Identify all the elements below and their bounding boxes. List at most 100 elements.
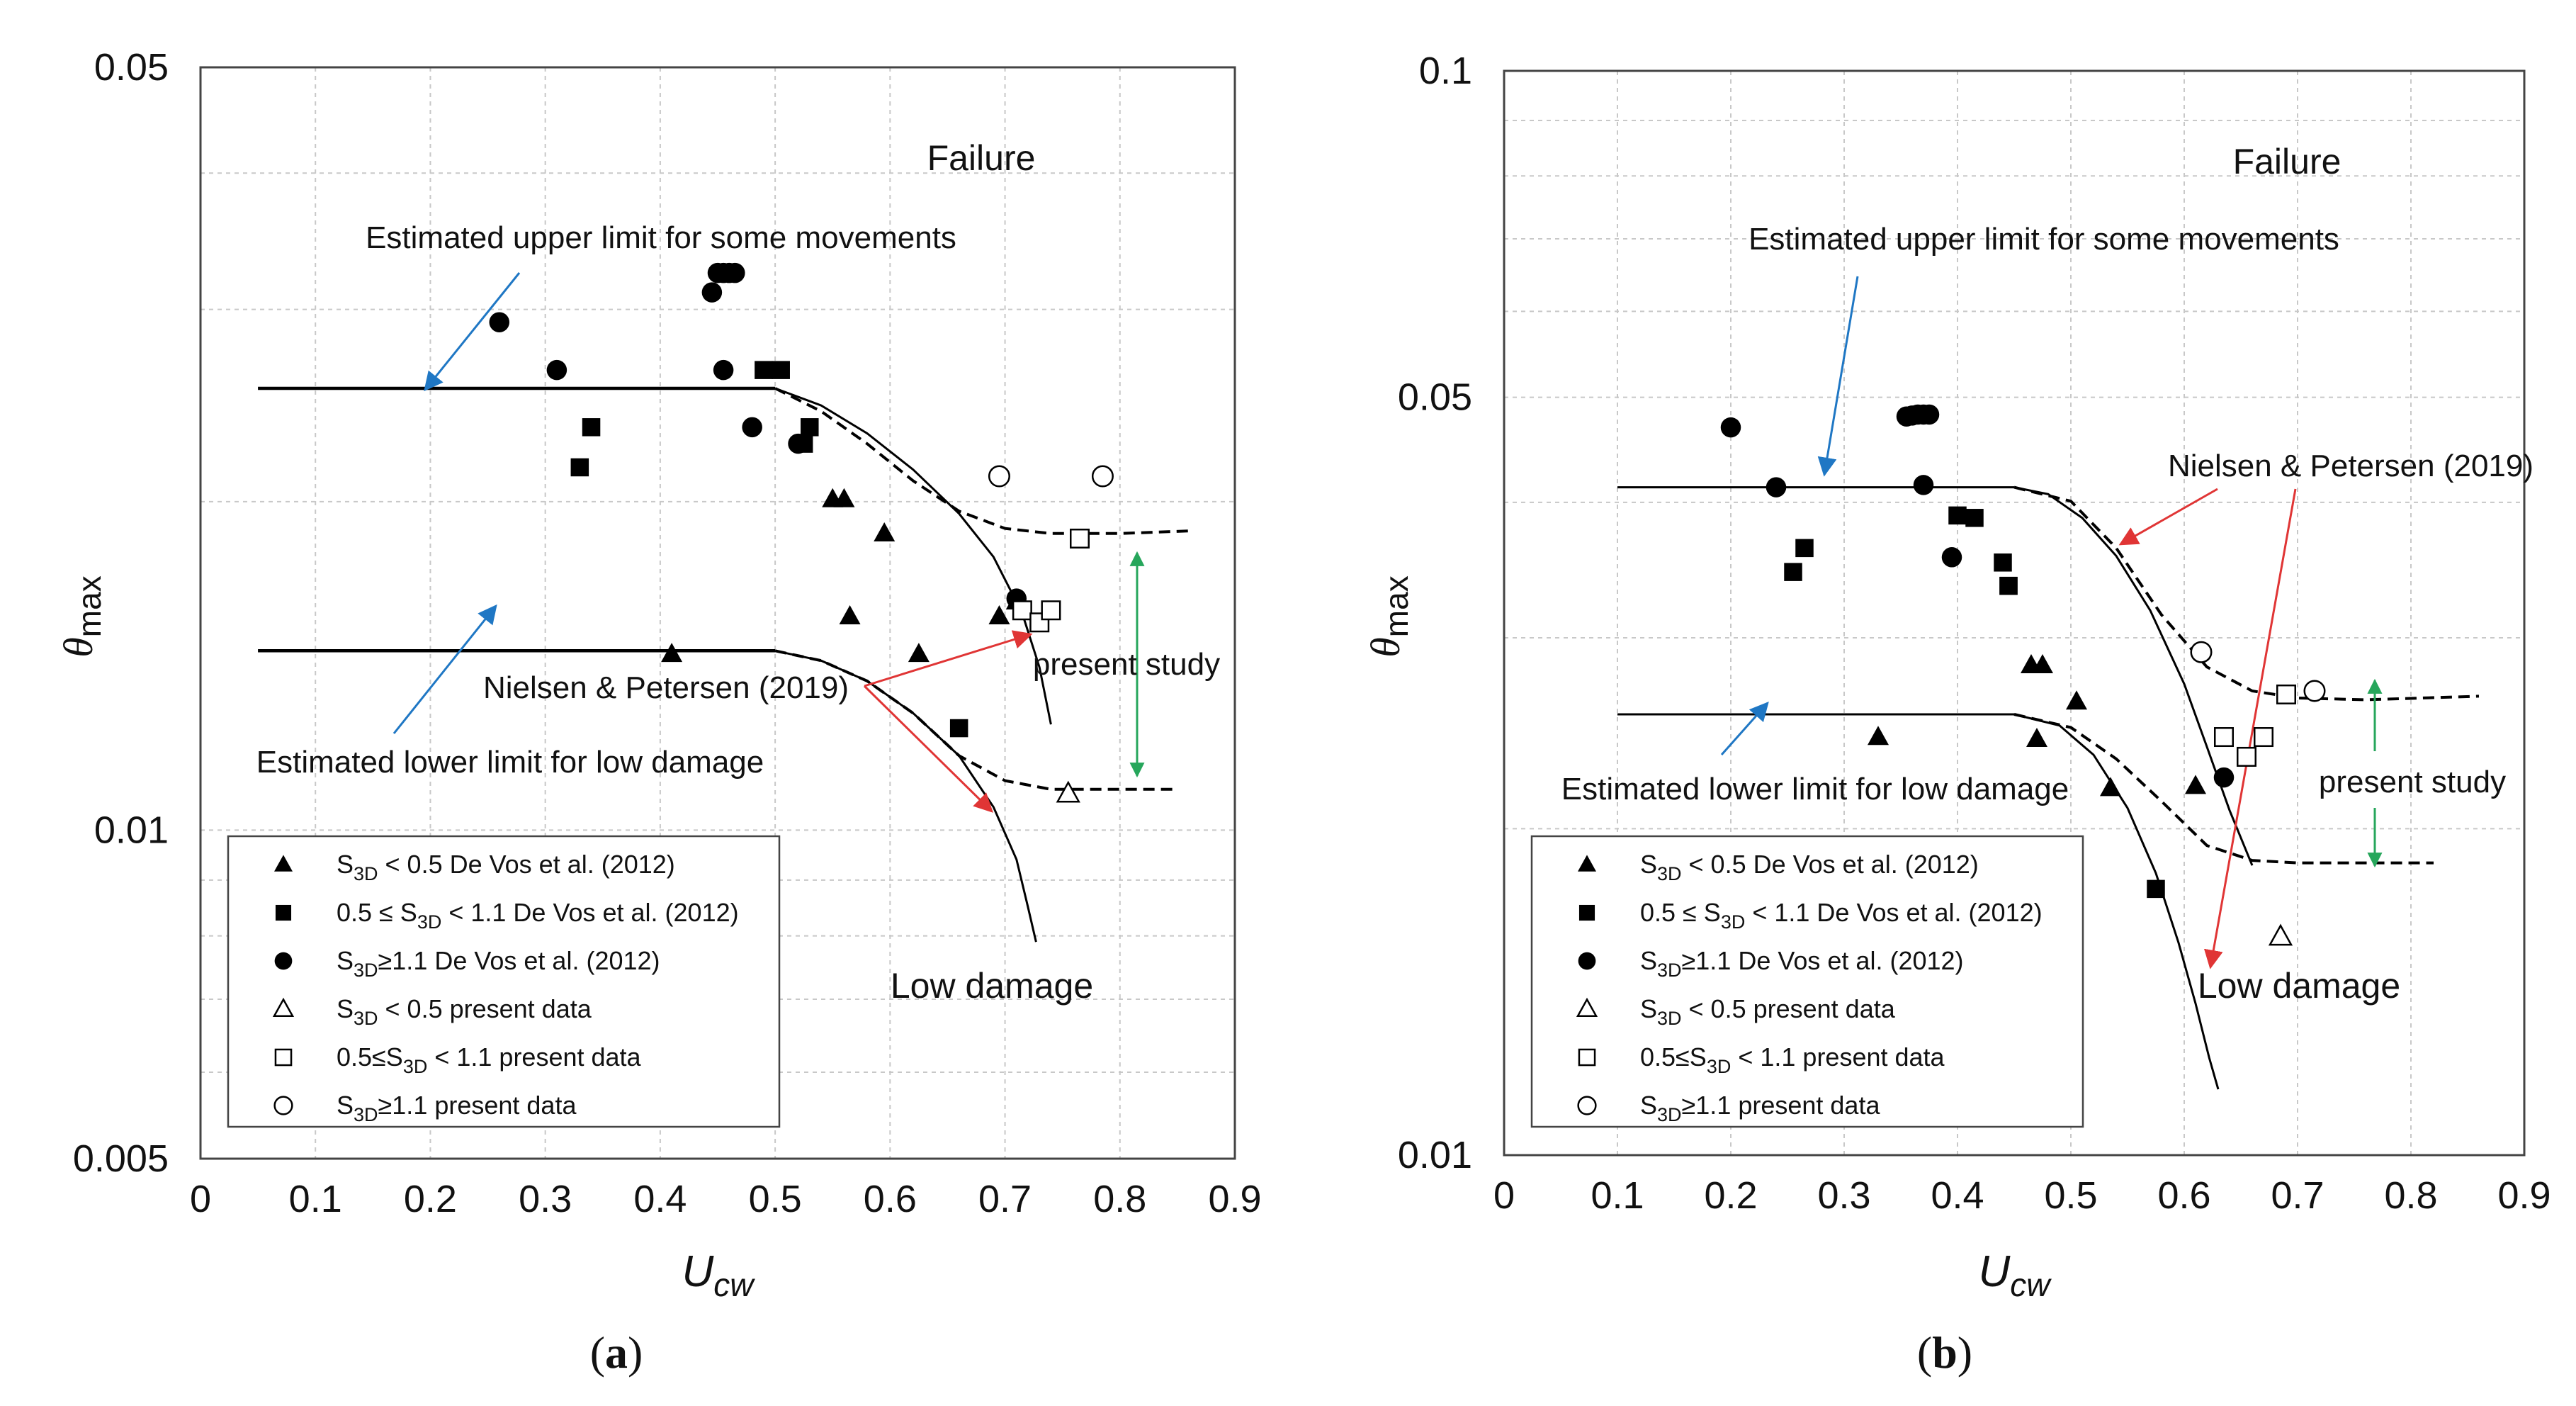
lower-limit-arrow — [392, 604, 497, 734]
legend-marker-triangle-open — [272, 997, 295, 1017]
legend-label: 0.5≤S3D < 1.1 present data — [337, 1042, 642, 1077]
legend-label: S3D≥1.1 present data — [337, 1091, 577, 1125]
data-point-square-filled — [1999, 576, 2018, 595]
x-tick-label: 0.6 — [2157, 1174, 2210, 1217]
legend-marker-triangle-filled — [274, 855, 293, 872]
x-tick-label: 0.9 — [1208, 1178, 1261, 1220]
panel-a-ticks: 0 0.1 0.2 0.3 0.4 0.5 0.6 0.7 0.8 0.9 0.005 0.01 0.0… — [73, 46, 1262, 1220]
data-point-triangle-filled — [2185, 775, 2206, 794]
panel-b-ticks: 0 0.1 0.2 0.3 0.4 0.5 0.6 0.7 0.8 0.9 0.01 0.05 0.1 — [1398, 50, 2551, 1217]
panel-a-label: (a) — [590, 1327, 643, 1378]
x-tick-label: 0.2 — [404, 1178, 457, 1220]
data-point-triangle-filled — [908, 643, 930, 663]
x-tick-label: 0.1 — [1591, 1174, 1644, 1217]
x-tick-label: 0 — [1493, 1174, 1515, 1217]
data-point-circle-open — [988, 465, 1010, 488]
data-point-square-open — [2214, 727, 2234, 748]
y-tick-label: 0.05 — [1398, 376, 1472, 419]
legend-marker-square-filled — [1578, 904, 1595, 921]
chart-panel-b: 0 0.1 0.2 0.3 0.4 0.5 0.6 0.7 0.8 0.90.010.050.1 … — [1362, 50, 2551, 1378]
data-point-triangle-filled — [2026, 728, 2047, 748]
legend-marker-circle-open — [273, 1096, 293, 1115]
legend-items: S3D < 0.5 De Vos et al. (2012) 0.5 ≤ S3D … — [272, 850, 739, 1125]
x-tick-label: 0.1 — [289, 1178, 342, 1220]
y-axis-title: θmax — [55, 575, 108, 657]
upper-limit-arrow — [1817, 276, 1859, 477]
lower-limit-label: Estimated lower limit for low damage — [1561, 772, 2069, 806]
data-point-circle-filled — [742, 417, 762, 438]
data-point-square-filled — [1965, 509, 1984, 527]
data-point-circle-filled — [1720, 417, 1741, 438]
x-tick-label: 0.3 — [1817, 1174, 1870, 1217]
nielsen-arrow-lower — [2203, 488, 2297, 969]
panel-b-series — [1720, 404, 2326, 946]
chart-panel-a: 0 0.1 0.2 0.3 0.4 0.5 0.6 0.7 0.8 0.9 0.005 0.01 0.0… — [55, 46, 1262, 1378]
x-tick-label: 0.2 — [1704, 1174, 1757, 1217]
data-point-square-open — [2276, 684, 2296, 704]
data-point-triangle-open — [1056, 780, 1080, 803]
data-point-circle-filled — [2213, 767, 2235, 788]
legend-marker-triangle-open — [1576, 997, 1598, 1017]
legend-label: 0.5≤S3D < 1.1 present data — [1640, 1042, 1945, 1077]
data-point-triangle-filled — [839, 604, 861, 624]
legend-label: S3D < 0.5 present data — [337, 994, 592, 1029]
y-axis-title: θmax — [1362, 575, 1415, 657]
data-point-square-filled — [949, 719, 968, 738]
data-point-square-filled — [1784, 563, 1802, 581]
data-point-circle-filled — [1913, 475, 1934, 495]
data-point-circle-open — [2190, 641, 2213, 663]
panel-a-legend: S3D < 0.5 De Vos et al. (2012) 0.5 ≤ S3D … — [227, 835, 781, 1128]
data-point-circle-filled — [489, 312, 510, 332]
data-point-triangle-filled — [661, 643, 683, 663]
present-study-label: present study — [2319, 765, 2506, 799]
data-point-circle-filled — [546, 359, 567, 381]
curve-dashed — [2013, 713, 2434, 865]
data-point-square-filled — [755, 361, 773, 379]
failure-label: Failure — [2233, 142, 2341, 181]
legend-marker-circle-filled — [274, 952, 293, 970]
y-tick-label: 0.1 — [1419, 50, 1472, 92]
legend-box — [1530, 835, 2084, 1128]
legend-label: S3D < 0.5 De Vos et al. (2012) — [1640, 850, 1979, 884]
data-point-circle-open — [1091, 465, 1114, 488]
x-tick-label: 0.7 — [2271, 1174, 2324, 1217]
x-tick-label: 0.6 — [864, 1178, 917, 1220]
data-point-triangle-open — [2268, 923, 2293, 946]
panel-b-curves — [1617, 485, 2480, 1090]
panel-a-curves — [258, 386, 1190, 943]
low-damage-label: Low damage — [2198, 966, 2400, 1006]
x-axis-title: Ucw — [682, 1247, 755, 1303]
data-point-square-filled — [801, 418, 819, 437]
low-damage-label: Low damage — [891, 966, 1093, 1006]
data-point-square-filled — [2147, 879, 2165, 899]
panel-b-legend: S3D < 0.5 De Vos et al. (2012) 0.5 ≤ S3D … — [1530, 835, 2084, 1128]
data-point-square-filled — [1994, 553, 2012, 572]
nielsen-arrow-lower — [863, 685, 993, 813]
nielsen-arrow-upper — [864, 630, 1033, 687]
data-point-triangle-filled — [2066, 690, 2087, 710]
legend-label: S3D < 0.5 present data — [1640, 994, 1896, 1029]
y-tick-label: 0.05 — [94, 46, 169, 89]
panel-a-plot-frame — [199, 66, 1236, 1160]
y-tick-label: 0.01 — [94, 809, 169, 851]
upper-limit-label: Estimated upper limit for some movements — [366, 220, 956, 255]
lower-limit-label: Estimated lower limit for low damage — [256, 745, 764, 780]
lower-limit-arrow — [1720, 701, 1769, 755]
legend-marker-circle-open — [1577, 1096, 1597, 1115]
data-point-triangle-filled — [988, 604, 1010, 624]
data-point-square-filled — [772, 361, 790, 379]
data-point-triangle-filled — [2100, 777, 2121, 797]
legend-items: S3D < 0.5 De Vos et al. (2012) 0.5 ≤ S3D … — [1576, 850, 2043, 1125]
legend-marker-square-open — [274, 1048, 293, 1067]
data-point-triangle-filled — [2032, 654, 2053, 674]
panel-a-series — [489, 262, 1114, 803]
legend-label: S3D≥1.1 De Vos et al. (2012) — [1640, 946, 1964, 981]
x-tick-label: 0.3 — [519, 1178, 572, 1220]
legend-marker-circle-filled — [1578, 952, 1596, 970]
legend-marker-square-open — [1578, 1048, 1596, 1067]
curve-solid-thin — [2013, 713, 2220, 1090]
legend-label: 0.5 ≤ S3D < 1.1 De Vos et al. (2012) — [337, 898, 739, 933]
x-tick-label: 0.9 — [2497, 1174, 2550, 1217]
data-point-circle-filled — [1766, 477, 1787, 497]
data-point-square-filled — [1948, 506, 1967, 525]
